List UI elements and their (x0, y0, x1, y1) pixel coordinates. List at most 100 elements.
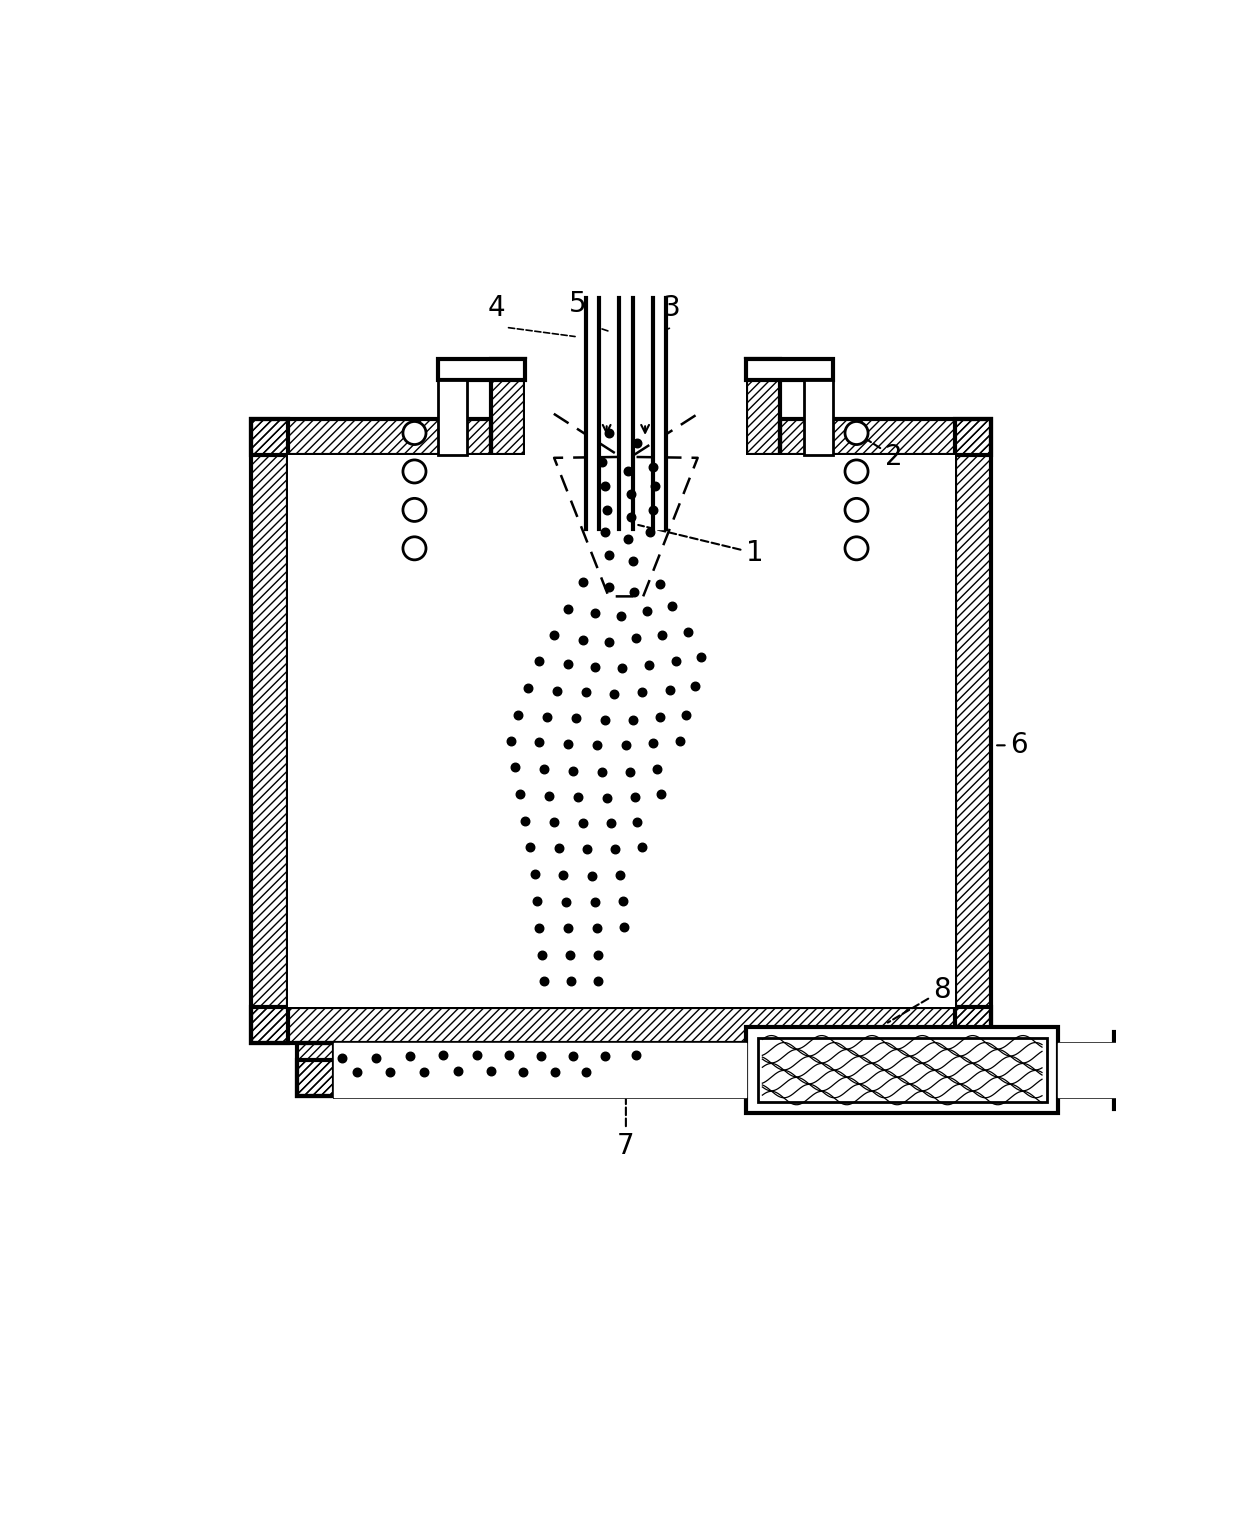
Point (600, 811, 620, 835)
Point (544, 622, 564, 647)
Point (599, 543, 619, 567)
Point (642, 498, 662, 523)
Point (525, 862, 544, 886)
Point (627, 431, 647, 455)
Text: 5: 5 (569, 290, 587, 317)
Point (568, 785, 588, 809)
Point (562, 969, 582, 993)
Bar (804, 380, 832, 455)
Bar (746, 359, 780, 455)
Point (642, 731, 662, 756)
Point (513, 1059, 533, 1084)
Point (547, 678, 567, 702)
Point (599, 629, 619, 653)
Point (588, 969, 608, 993)
Point (573, 811, 593, 835)
Point (599, 575, 619, 599)
Point (622, 549, 642, 573)
Point (573, 627, 593, 652)
Bar (955, 419, 991, 1044)
Point (537, 704, 557, 728)
Point (585, 655, 605, 679)
Point (575, 1059, 595, 1084)
Bar (1114, 1032, 1152, 1108)
Point (625, 1042, 645, 1067)
Point (544, 1059, 564, 1084)
Point (599, 420, 619, 445)
Point (332, 1046, 352, 1070)
Point (613, 656, 632, 681)
Bar (439, 380, 467, 455)
Text: 3: 3 (663, 294, 681, 322)
Point (481, 1059, 501, 1084)
Text: 2: 2 (867, 440, 903, 471)
Point (662, 593, 682, 618)
Point (650, 572, 670, 596)
Point (381, 1059, 401, 1084)
Point (645, 474, 665, 498)
Bar (439, 359, 525, 380)
Point (595, 708, 615, 733)
Point (596, 498, 616, 523)
Point (647, 757, 667, 782)
Bar (955, 1044, 991, 1096)
Point (578, 837, 598, 862)
Bar (334, 1044, 955, 1059)
Point (575, 681, 595, 705)
Point (585, 601, 605, 625)
Point (651, 705, 671, 730)
Point (677, 702, 697, 727)
Bar (298, 1059, 991, 1096)
Point (534, 757, 554, 782)
Circle shape (844, 498, 868, 521)
Point (511, 782, 531, 806)
Point (591, 760, 611, 785)
Point (595, 520, 615, 544)
Bar (250, 419, 288, 1044)
Point (642, 454, 662, 478)
Bar (955, 1044, 991, 1096)
Point (501, 728, 521, 753)
Point (520, 835, 539, 860)
Point (632, 835, 652, 860)
Point (583, 863, 603, 888)
Bar (525, 359, 746, 455)
Point (508, 702, 528, 727)
Bar (758, 1038, 1047, 1102)
Bar (298, 1044, 334, 1096)
Point (534, 969, 554, 993)
Bar (1114, 1032, 1152, 1108)
Point (498, 1042, 518, 1067)
Point (434, 1042, 454, 1067)
Bar (780, 419, 991, 455)
Point (614, 915, 634, 940)
Point (563, 1044, 583, 1069)
Point (620, 760, 640, 785)
Bar (780, 419, 991, 455)
Circle shape (844, 422, 868, 445)
Point (595, 1044, 615, 1069)
Point (529, 915, 549, 940)
Point (565, 707, 585, 731)
Point (515, 809, 534, 834)
Point (616, 733, 636, 757)
Point (618, 526, 637, 550)
Bar (250, 1007, 991, 1044)
Point (529, 730, 549, 754)
Point (539, 783, 559, 808)
Bar (250, 419, 491, 455)
Point (544, 809, 564, 834)
Point (625, 625, 645, 650)
Point (558, 652, 578, 676)
Point (625, 785, 645, 809)
Point (627, 809, 647, 834)
Bar (746, 359, 832, 380)
Bar (298, 1059, 991, 1096)
Point (518, 676, 538, 701)
Point (613, 889, 632, 914)
Point (553, 863, 573, 888)
Point (678, 619, 698, 644)
Point (585, 889, 605, 914)
Point (558, 733, 578, 757)
Point (587, 915, 606, 940)
